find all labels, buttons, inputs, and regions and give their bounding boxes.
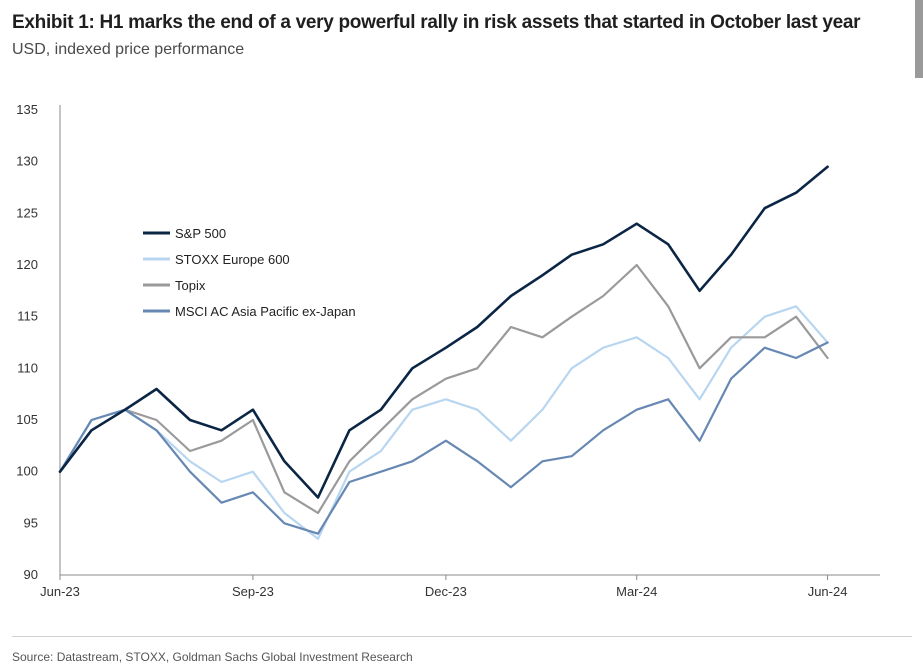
series-line-1 (58, 305, 829, 540)
y-tick-label: 125 (16, 205, 38, 220)
y-tick-label: 115 (17, 309, 38, 324)
y-tick-label: 105 (16, 412, 38, 427)
y-tick-label: 100 (16, 464, 38, 479)
series-line-2 (58, 263, 829, 515)
y-tick-label: 90 (24, 567, 38, 582)
source-note: Source: Datastream, STOXX, Goldman Sachs… (12, 650, 413, 664)
y-tick-label: 135 (16, 102, 38, 117)
x-tick-label: Mar-24 (616, 584, 657, 599)
chart-title: Exhibit 1: H1 marks the end of a very po… (12, 12, 861, 33)
series-line-3 (58, 341, 829, 535)
series-lines (58, 165, 829, 540)
x-tick-label: Dec-23 (425, 584, 467, 599)
y-axis: 90 95 100 105 110 115 120 125 130 135 (16, 102, 61, 582)
chart-subtitle: USD, indexed price performance (12, 41, 245, 58)
legend-label: S&P 500 (175, 226, 226, 241)
y-tick-label: 130 (16, 154, 38, 169)
x-tick-label: Jun-24 (808, 584, 848, 599)
y-tick-label: 95 (24, 515, 38, 530)
series-line-0 (58, 165, 829, 499)
x-tick-label: Sep-23 (232, 584, 274, 599)
x-tick-label: Jun-23 (40, 584, 80, 599)
legend-label: STOXX Europe 600 (175, 252, 290, 267)
chart-svg: 90 95 100 105 110 115 120 125 130 135 Jun-23 Sep-2… (16, 102, 880, 599)
footer-divider (12, 636, 912, 637)
legend-label: MSCI AC Asia Pacific ex-Japan (175, 304, 356, 319)
legend-label: Topix (175, 278, 206, 293)
scrollbar-thumb[interactable] (915, 0, 923, 78)
x-axis: Jun-23 Sep-23 Dec-23 Mar-24 Jun-24 (40, 574, 880, 599)
y-tick-label: 110 (17, 360, 38, 375)
y-tick-label: 120 (16, 257, 38, 272)
legend: S&P 500 STOXX Europe 600 Topix MSCI AC Asia… (143, 226, 356, 319)
